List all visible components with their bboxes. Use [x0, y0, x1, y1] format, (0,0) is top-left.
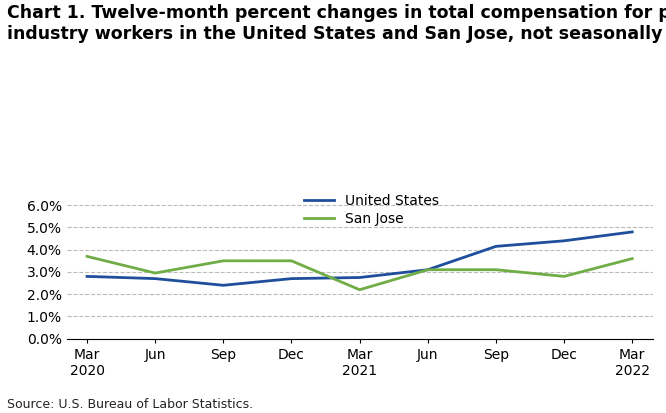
United States [288, 276, 296, 281]
San Jose [83, 254, 91, 259]
Text: Source: U.S. Bureau of Labor Statistics.: Source: U.S. Bureau of Labor Statistics. [7, 398, 253, 411]
United States [83, 274, 91, 279]
San Jose [356, 287, 364, 292]
United States [492, 244, 500, 249]
United States [151, 276, 159, 281]
United States [424, 267, 432, 272]
Line: San Jose: San Jose [87, 256, 632, 290]
Legend: United States, San Jose: United States, San Jose [304, 194, 439, 225]
San Jose [424, 267, 432, 272]
Text: Chart 1. Twelve-month percent changes in total compensation for private
industry: Chart 1. Twelve-month percent changes in… [7, 4, 666, 43]
San Jose [288, 259, 296, 263]
San Jose [219, 259, 227, 263]
United States [628, 230, 636, 235]
San Jose [151, 271, 159, 275]
San Jose [560, 274, 568, 279]
United States [219, 283, 227, 288]
United States [356, 275, 364, 280]
San Jose [492, 267, 500, 272]
Line: United States: United States [87, 232, 632, 285]
United States [560, 238, 568, 243]
San Jose [628, 256, 636, 261]
